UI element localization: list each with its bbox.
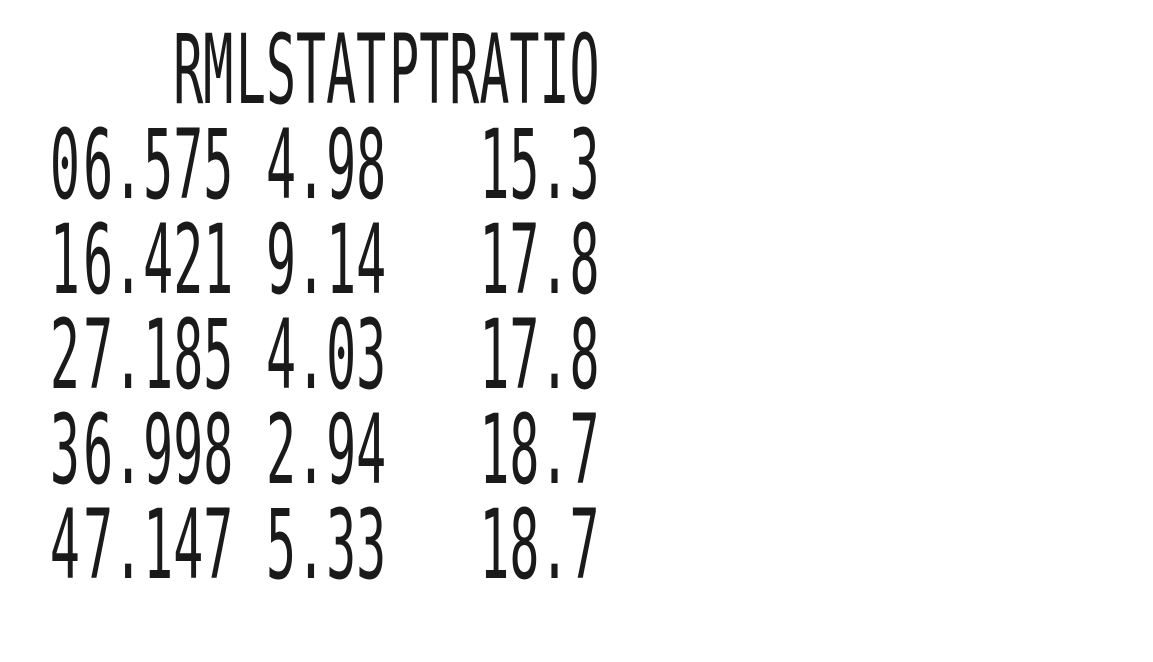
cell-ptratio: 18.7 bbox=[479, 394, 600, 506]
row-index: 1 bbox=[49, 204, 80, 316]
header-row: RM LSTAT PTRATIO bbox=[0, 0, 600, 126]
index-header bbox=[0, 0, 81, 118]
row-index: 0 bbox=[49, 109, 80, 221]
cell-lstat: 9.14 bbox=[265, 204, 387, 316]
cell-ptratio: 15.3 bbox=[479, 109, 600, 221]
table-row: 2 7.185 4.03 17.8 bbox=[0, 299, 600, 411]
dataframe-table: RM LSTAT PTRATIO 0 6.575 4.98 15.3 1 6.4… bbox=[0, 0, 600, 593]
cell-lstat: 4.03 bbox=[265, 299, 387, 411]
cell-lstat: 5.33 bbox=[265, 489, 387, 601]
cell-lstat: 2.94 bbox=[265, 394, 387, 506]
cell-ptratio: 17.8 bbox=[479, 204, 600, 316]
table-row: 1 6.421 9.14 17.8 bbox=[0, 204, 600, 316]
cell-lstat: 4.98 bbox=[265, 109, 387, 221]
cell-ptratio: 17.8 bbox=[479, 299, 600, 411]
cell-rm: 6.998 bbox=[83, 394, 234, 506]
table-row: 3 6.998 2.94 18.7 bbox=[0, 394, 600, 506]
cell-rm: 7.147 bbox=[83, 489, 234, 601]
table-row: 4 7.147 5.33 18.7 bbox=[0, 489, 600, 601]
row-index: 4 bbox=[49, 489, 80, 601]
row-index: 3 bbox=[49, 394, 80, 506]
column-header-lstat: LSTAT bbox=[235, 14, 387, 126]
cell-rm: 6.421 bbox=[83, 204, 234, 316]
row-index: 2 bbox=[49, 299, 80, 411]
column-header-ptratio: PTRATIO bbox=[389, 14, 600, 126]
cell-ptratio: 18.7 bbox=[479, 489, 600, 601]
cell-rm: 6.575 bbox=[83, 109, 234, 221]
column-header-rm: RM bbox=[173, 14, 234, 126]
table-row: 0 6.575 4.98 15.3 bbox=[0, 109, 600, 221]
cell-rm: 7.185 bbox=[83, 299, 234, 411]
